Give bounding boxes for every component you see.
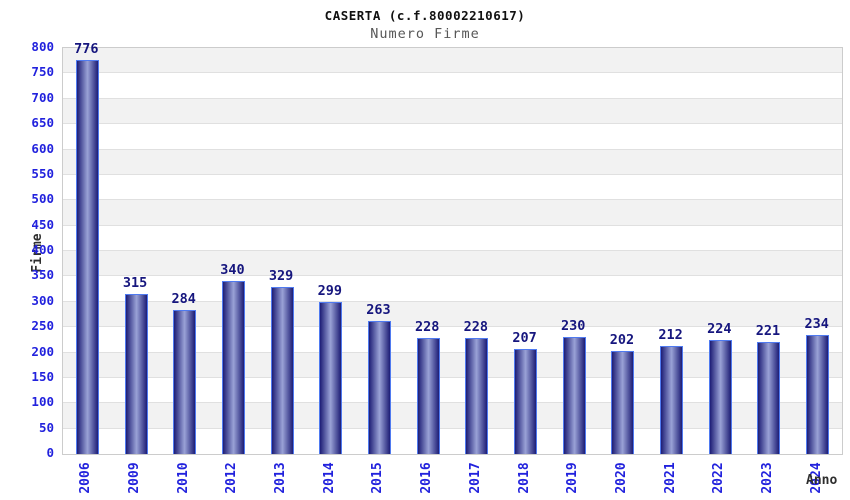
grid-line [63,224,842,226]
x-tick-label: 2013 [273,462,289,494]
y-tick-label: 150 [31,368,54,384]
grid-line [63,199,842,201]
grid-band [63,200,842,226]
bar-value-label: 284 [171,291,196,307]
grid-line [63,326,842,328]
bar [757,342,781,454]
y-tick-label: 450 [31,216,54,232]
y-tick-label: 600 [31,140,54,156]
bar [465,338,489,454]
bar [562,337,586,454]
bar-value-label: 224 [707,321,732,337]
x-tick-label: 2020 [613,462,629,494]
x-tick-label: 2023 [759,462,775,494]
grid-line [63,173,842,175]
bar [611,351,635,454]
x-tick-label: 2017 [467,462,483,494]
x-tick-label: 2010 [175,462,191,494]
y-tick-label: 0 [46,445,54,460]
bar-value-label: 329 [268,268,294,284]
grid-line [63,97,842,99]
bar [514,349,538,454]
bar-value-label: 299 [317,283,342,299]
bar [173,310,197,454]
bar [124,294,148,454]
y-tick-label: 100 [31,394,54,410]
bar [416,338,440,454]
x-axis-label: Anno [806,473,838,488]
grid-band [63,48,842,74]
bar-value-label: 228 [414,319,440,335]
y-tick-label: 800 [31,39,54,54]
y-tick-label: 400 [31,242,54,257]
plot-area [62,47,843,455]
x-tick-label: 2019 [565,462,581,494]
bar [708,340,732,454]
y-tick-label: 300 [31,292,54,308]
y-tick-label: 50 [38,419,54,435]
x-tick-label: 2016 [419,462,435,494]
bar-value-label: 776 [74,41,99,57]
grid-band [63,174,842,201]
y-tick-label: 200 [31,343,54,359]
grid-line [63,275,842,277]
bar [367,321,391,454]
bar-value-label: 340 [220,262,245,278]
x-tick-label: 2022 [711,462,727,494]
y-tick-label: 250 [31,318,54,334]
grid-line [63,427,842,429]
bar-value-label: 221 [755,323,781,339]
x-tick-label: 2015 [370,462,386,494]
grid-band [63,98,842,125]
grid-band [63,225,842,251]
bar-value-label: 202 [609,332,635,348]
grid-band [63,251,842,277]
grid-line [63,250,842,251]
y-tick-label: 550 [31,165,54,181]
chart-title: CASERTA (c.f.80002210617) [324,8,526,23]
x-tick-label: 2018 [516,462,532,494]
grid-band [63,73,842,99]
grid-line [63,123,842,125]
grid-line [63,402,842,404]
y-tick-label: 650 [31,115,54,131]
x-tick-label: 2006 [78,462,94,494]
y-tick-label: 750 [31,64,54,80]
grid-line [63,376,842,378]
bar-value-label: 230 [561,318,586,334]
bar-value-label: 228 [463,319,489,335]
x-tick-label: 2014 [321,462,337,494]
bar [319,302,343,454]
y-tick-label: 350 [31,267,54,283]
x-tick-label: 2009 [127,462,143,494]
x-tick-label: 2012 [224,462,240,494]
bar-value-label: 234 [804,316,829,332]
grid-band [63,124,842,150]
grid-line [63,351,842,353]
bar-value-label: 207 [512,330,537,346]
y-tick-label: 700 [31,89,54,105]
bar [75,60,99,454]
grid-line [63,72,842,74]
bar [806,335,830,454]
bar [270,287,294,454]
grid-band [63,276,842,302]
bar [221,281,245,454]
bar-value-label: 212 [658,327,683,343]
x-tick-label: 2021 [662,462,678,494]
bar-value-label: 315 [122,275,148,291]
bar [660,346,684,454]
grid-line [63,148,842,150]
grid-line [63,300,842,302]
grid-band [63,149,842,175]
chart-subtitle: Numero Firme [370,26,480,42]
y-tick-label: 500 [31,191,54,207]
bar-value-label: 263 [366,302,391,318]
